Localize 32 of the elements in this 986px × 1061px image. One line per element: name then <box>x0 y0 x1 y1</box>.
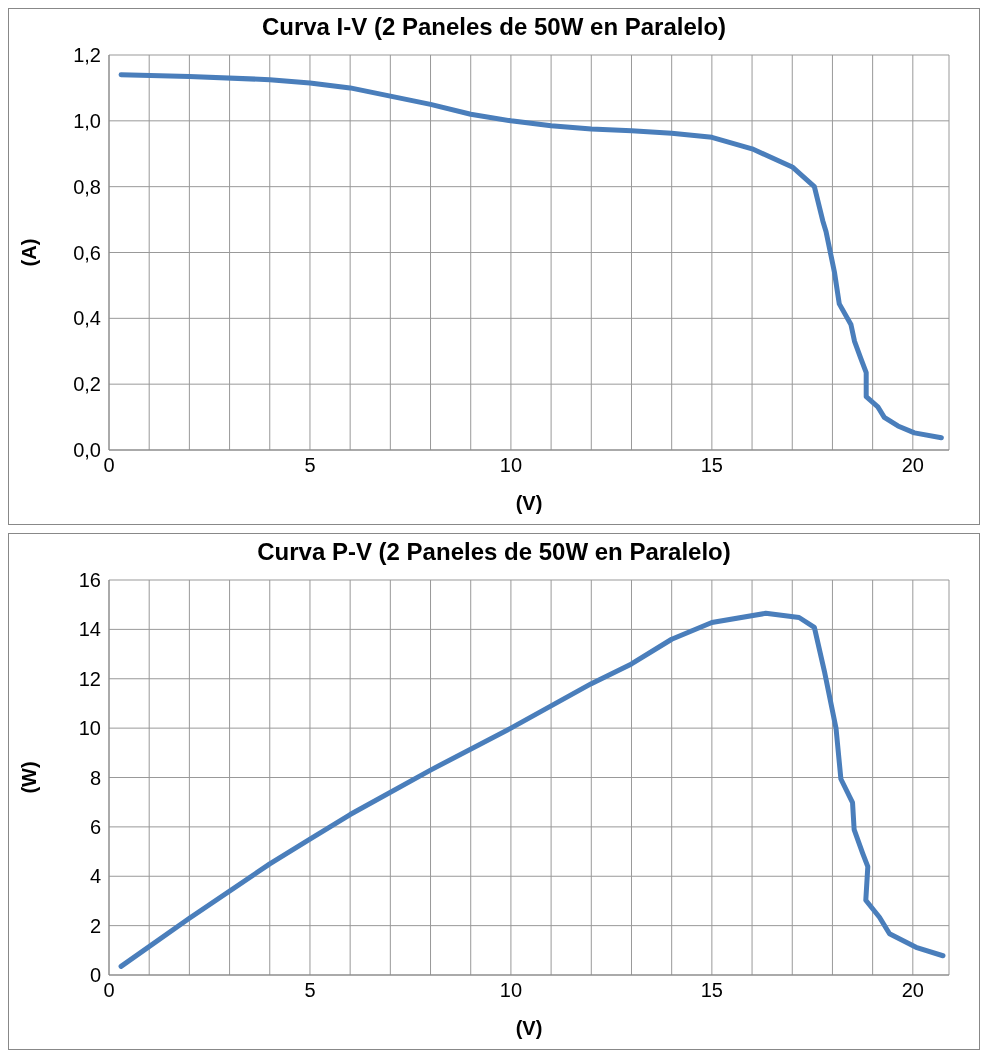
y-tick-label: 0,0 <box>73 439 101 462</box>
x-tick-label: 0 <box>103 454 115 477</box>
x-tick-label: 0 <box>103 979 115 1002</box>
y-tick-label: 0,4 <box>73 307 101 330</box>
chart-title: Curva I-V (2 Paneles de 50W en Paralelo) <box>260 13 728 41</box>
y-tick-label: 16 <box>78 569 101 592</box>
x-tick-label: 5 <box>304 979 316 1002</box>
x-tick-label: 20 <box>901 454 924 477</box>
y-tick-label: 6 <box>89 815 101 838</box>
y-tick-label: 14 <box>78 618 101 641</box>
y-axis-title: (A) <box>18 238 41 267</box>
x-tick-label: 15 <box>700 454 723 477</box>
x-tick-label: 20 <box>901 979 924 1002</box>
y-tick-label: 4 <box>89 865 101 888</box>
x-axis-title: (V) <box>515 492 543 514</box>
y-tick-label: 0 <box>89 964 101 987</box>
x-tick-label: 5 <box>304 454 316 477</box>
x-tick-label: 10 <box>499 454 523 477</box>
y-tick-label: 1,0 <box>73 109 101 132</box>
x-axis-title: (V) <box>515 1017 543 1039</box>
chart-title: Curva P-V (2 Paneles de 50W en Paralelo) <box>256 538 732 566</box>
y-tick-label: 12 <box>78 667 101 690</box>
x-tick-label: 10 <box>499 979 523 1002</box>
y-tick-label: 8 <box>89 766 101 789</box>
x-tick-label: 15 <box>700 979 723 1002</box>
y-tick-label: 1,2 <box>73 44 101 67</box>
y-axis-title: (W) <box>18 761 41 794</box>
y-tick-label: 0,6 <box>73 241 101 264</box>
y-tick-label: 0,2 <box>73 373 101 396</box>
y-tick-label: 0,8 <box>73 175 101 198</box>
y-tick-label: 2 <box>89 914 101 937</box>
y-tick-label: 10 <box>78 717 101 740</box>
